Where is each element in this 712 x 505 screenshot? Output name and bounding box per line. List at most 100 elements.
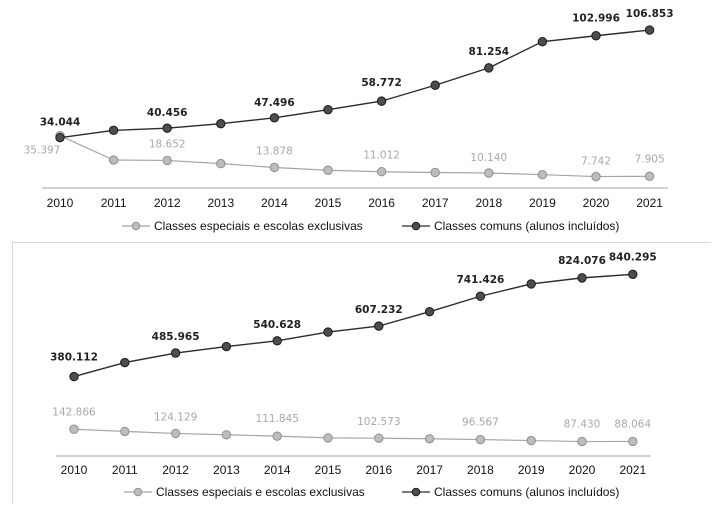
- data-label-especiais: 10.140: [470, 152, 507, 164]
- data-label-especiais: 7.905: [635, 153, 665, 165]
- data-point-comuns: [374, 321, 384, 331]
- data-point-especiais: [272, 431, 282, 441]
- data-point-comuns: [170, 348, 181, 358]
- series-line-especiais: [73, 428, 633, 443]
- data-label-comuns: 47.496: [254, 97, 295, 109]
- data-point-comuns: [55, 132, 65, 143]
- data-label-comuns: 540.628: [253, 319, 301, 331]
- data-point-especiais: [628, 436, 638, 447]
- data-label-especiais: 7.742: [581, 156, 611, 168]
- data-label-comuns: 106.853: [626, 8, 674, 20]
- data-point-especiais: [526, 435, 536, 446]
- chart-panel-top: 2010 2011 2012 2013 2014 2015 2016 2017 2018 2019…: [0, 0, 712, 242]
- x-tick-label: 2010: [61, 463, 88, 477]
- data-point-comuns: [162, 123, 172, 133]
- data-label-especiais: 87.430: [564, 419, 601, 431]
- data-point-comuns: [108, 125, 119, 136]
- data-point-comuns: [269, 113, 280, 123]
- legend-swatch-marker-comuns: [411, 221, 421, 231]
- x-tick-label: 2015: [315, 463, 342, 477]
- data-label-especiais: 88.064: [614, 418, 651, 430]
- series-line-comuns: [59, 29, 650, 139]
- data-point-comuns: [216, 118, 226, 129]
- data-label-especiais: 35.397: [24, 145, 61, 157]
- x-tick-label: 2015: [315, 196, 342, 210]
- data-point-comuns: [591, 31, 601, 41]
- data-label-comuns: 741.426: [456, 274, 504, 286]
- data-point-comuns: [323, 327, 333, 337]
- data-point-comuns: [424, 306, 435, 317]
- data-point-comuns: [120, 357, 130, 368]
- data-point-especiais: [374, 433, 384, 443]
- chart-panel-bottom: 2010 2011 2012 2013 2014 2015 2016 2017 2018 2019…: [12, 242, 711, 504]
- data-point-comuns: [323, 104, 333, 115]
- x-tick-label: 2018: [475, 196, 502, 210]
- x-tick-label: 2013: [213, 463, 240, 477]
- x-tick-label: 2010: [47, 196, 74, 210]
- legend-swatch-marker-especiais: [133, 487, 143, 497]
- series-line-especiais: [59, 135, 650, 178]
- data-label-especiais: 102.573: [357, 416, 400, 428]
- data-point-comuns: [272, 336, 282, 346]
- data-point-comuns: [644, 25, 655, 35]
- x-tick-label: 2016: [365, 463, 392, 477]
- data-label-especiais: 11.012: [363, 150, 400, 162]
- x-tick-label: 2017: [416, 463, 443, 477]
- legend-label-especiais: Classes especiais e escolas exclusivas: [154, 219, 363, 233]
- data-point-comuns: [430, 80, 440, 90]
- data-point-comuns: [628, 269, 638, 279]
- data-point-especiais: [69, 424, 79, 434]
- data-point-especiais: [221, 430, 232, 440]
- data-point-comuns: [376, 96, 387, 106]
- data-label-comuns: 102.996: [572, 13, 620, 25]
- data-label-comuns: 607.232: [355, 304, 403, 316]
- x-tick-label: 2013: [207, 196, 234, 210]
- x-tick-label: 2020: [569, 463, 596, 477]
- data-label-especiais: 96.567: [462, 417, 499, 429]
- legend-swatch-marker-comuns: [411, 487, 421, 497]
- data-label-especiais: 18.652: [149, 138, 186, 150]
- data-point-especiais: [216, 158, 226, 169]
- data-point-comuns: [537, 36, 548, 47]
- data-point-especiais: [162, 155, 172, 166]
- data-point-comuns: [526, 279, 536, 289]
- x-tick-label: 2016: [368, 196, 395, 210]
- data-label-especiais: 124.129: [154, 411, 197, 423]
- data-label-comuns: 380.112: [50, 352, 98, 364]
- x-tick-label: 2017: [422, 196, 449, 210]
- data-label-comuns: 840.295: [609, 251, 657, 263]
- x-tick-label: 2011: [112, 463, 138, 477]
- data-label-comuns: 34.044: [40, 117, 81, 129]
- data-point-comuns: [484, 63, 494, 73]
- data-point-especiais: [170, 428, 181, 439]
- chart-top-svg: 2010 2011 2012 2013 2014 2015 2016 2017 2018 2019…: [24, 8, 674, 233]
- data-point-especiais: [108, 155, 119, 165]
- data-point-especiais: [577, 436, 587, 447]
- x-tick-label: 2014: [264, 463, 291, 477]
- data-label-comuns: 81.254: [469, 46, 510, 58]
- x-tick-label: 2018: [467, 463, 494, 477]
- data-point-comuns: [69, 371, 79, 382]
- data-point-especiais: [537, 169, 548, 180]
- x-tick-label: 2012: [154, 196, 181, 210]
- data-label-especiais: 111.845: [255, 413, 298, 425]
- data-label-comuns: 485.965: [152, 331, 200, 343]
- x-tick-label: 2014: [261, 196, 288, 210]
- data-label-comuns: 40.456: [147, 107, 188, 119]
- chart-bottom-svg: 2010 2011 2012 2013 2014 2015 2016 2017 2018 2019…: [50, 251, 657, 499]
- data-point-comuns: [221, 341, 232, 352]
- data-point-comuns: [475, 291, 486, 301]
- data-point-especiais: [591, 171, 601, 182]
- data-label-especiais: 13.878: [256, 145, 293, 157]
- data-point-especiais: [430, 167, 440, 178]
- data-label-especiais: 142.866: [52, 406, 96, 418]
- x-tick-label: 2011: [101, 196, 127, 210]
- data-point-especiais: [475, 434, 486, 445]
- legend-label-especiais: Classes especiais e escolas exclusivas: [156, 485, 365, 499]
- data-point-especiais: [323, 433, 333, 443]
- data-point-especiais: [424, 434, 435, 444]
- x-tick-label: 2021: [619, 463, 646, 477]
- data-point-especiais: [644, 171, 655, 182]
- legend-swatch-marker-especiais: [131, 221, 141, 231]
- x-tick-label: 2012: [162, 463, 189, 477]
